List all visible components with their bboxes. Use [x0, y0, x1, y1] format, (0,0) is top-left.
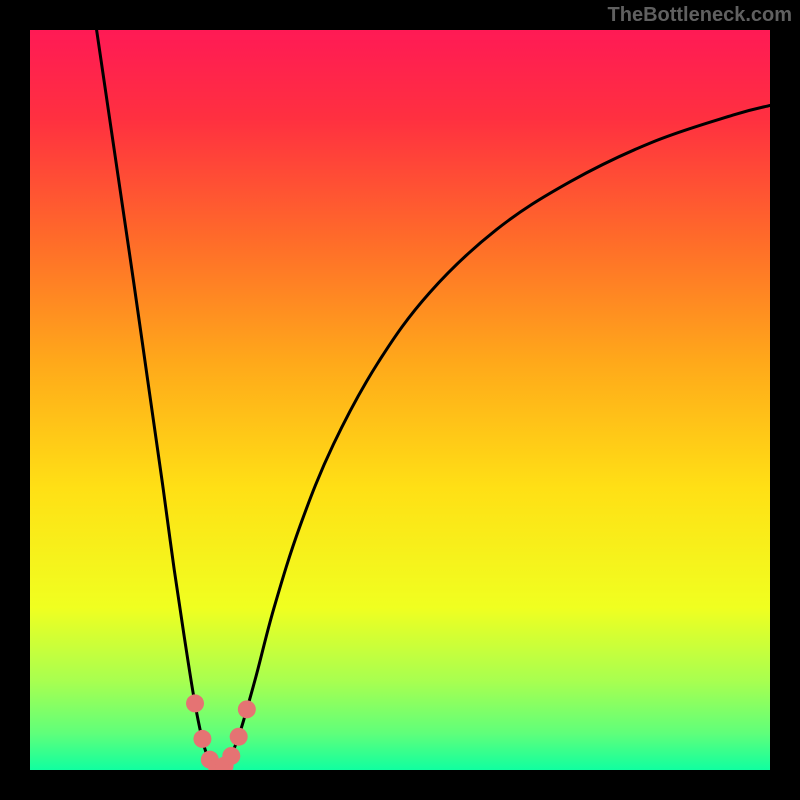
- watermark-text: TheBottleneck.com: [608, 4, 792, 27]
- plot-area: [30, 30, 770, 770]
- highlight-markers: [30, 30, 770, 770]
- marker-point: [222, 747, 240, 765]
- marker-point: [238, 700, 256, 718]
- marker-point: [230, 728, 248, 746]
- marker-point: [186, 694, 204, 712]
- marker-point: [193, 730, 211, 748]
